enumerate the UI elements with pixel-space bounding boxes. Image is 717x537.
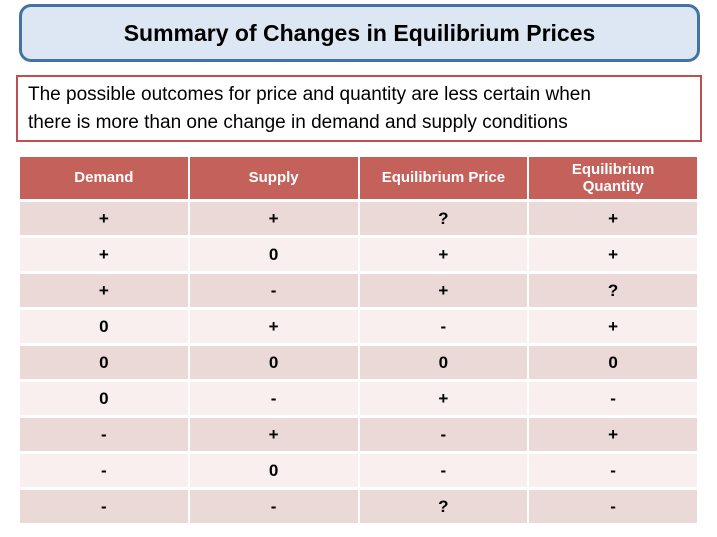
table-cell: + (20, 202, 188, 235)
table-cell: - (189, 274, 358, 307)
table-cell: + (359, 382, 528, 415)
table-cell: + (20, 238, 188, 271)
table-cell: - (359, 418, 528, 451)
column-header-supply: Supply (189, 157, 358, 199)
table-cell: 0 (529, 346, 697, 379)
table-cell: - (20, 454, 188, 487)
table-cell: + (189, 310, 358, 343)
table-cell: 0 (189, 238, 358, 271)
equilibrium-table: Demand Supply Equilibrium Price Equilibrium… (20, 157, 697, 523)
note-line-1: The possible outcomes for price and quan… (28, 83, 591, 105)
table-cell: - (529, 454, 697, 487)
table-cell: + (189, 202, 358, 235)
table-cell: + (20, 274, 188, 307)
table-cell: + (359, 238, 528, 271)
table-cell: 0 (189, 346, 358, 379)
table-cell: - (20, 418, 188, 451)
table-cell: + (359, 274, 528, 307)
table-cell: + (189, 418, 358, 451)
table-cell: 0 (359, 346, 528, 379)
column-header-equilibrium-quantity: Equilibrium Quantity (529, 157, 697, 199)
table-cell: + (529, 238, 697, 271)
table-cell: - (529, 382, 697, 415)
table-cell: 0 (189, 454, 358, 487)
table-cell: ? (359, 490, 528, 523)
table-cell: - (20, 490, 188, 523)
table-cell: - (359, 454, 528, 487)
table-cell: + (529, 418, 697, 451)
note-line-2: there is more than one change in demand … (28, 111, 568, 133)
table-cell: ? (529, 274, 697, 307)
table-cell: ? (359, 202, 528, 235)
title-box: Summary of Changes in Equilibrium Prices (19, 4, 700, 62)
note-box: The possible outcomes for price and quan… (16, 75, 702, 142)
table-cell: + (529, 202, 697, 235)
table-cell: - (529, 490, 697, 523)
table-cell: 0 (20, 310, 188, 343)
column-header-equilibrium-price: Equilibrium Price (359, 157, 528, 199)
table-cell: - (359, 310, 528, 343)
table-cell: - (189, 490, 358, 523)
table-cell: + (529, 310, 697, 343)
slide-title: Summary of Changes in Equilibrium Prices (123, 19, 596, 46)
table-cell: - (189, 382, 358, 415)
table-cell: 0 (20, 346, 188, 379)
column-header-demand: Demand (20, 157, 188, 199)
table-cell: 0 (20, 382, 188, 415)
